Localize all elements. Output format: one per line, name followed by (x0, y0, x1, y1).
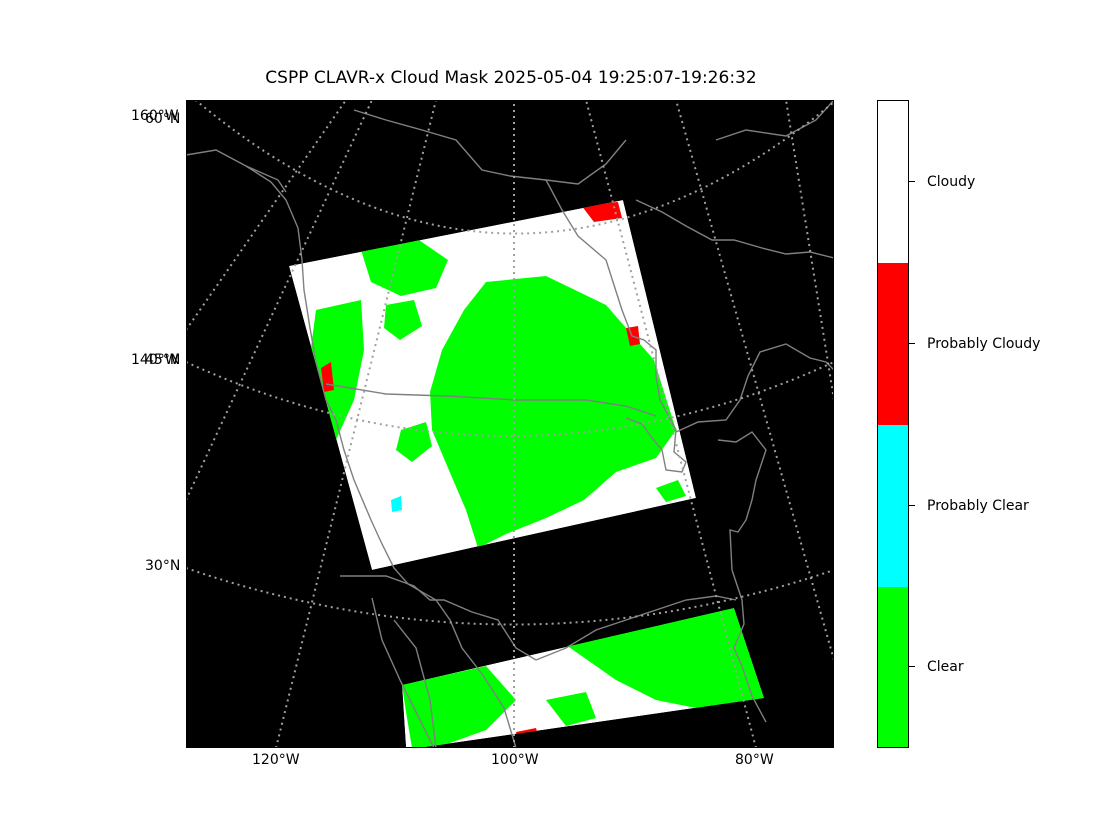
coastlines (186, 100, 834, 748)
clear-region-main (430, 276, 676, 548)
colorbar (877, 100, 909, 748)
colorbar-probably-clear (878, 425, 908, 587)
colorbar-probably-cloudy (878, 263, 908, 425)
colorbar-tick (909, 505, 915, 506)
colorbar-tick (909, 181, 915, 182)
clear-region-northwest (361, 238, 448, 296)
colorbar-cloudy (878, 101, 908, 263)
lat-label-140w: 140°W (131, 352, 179, 368)
colorbar-label-probably-cloudy: Probably Cloudy (927, 336, 1041, 352)
lat-label-160w: 160°W (131, 108, 179, 124)
lat-label-60n: 60°N (145, 111, 181, 127)
cloud-mask-map (186, 100, 834, 748)
colorbar-label-clear: Clear (927, 659, 964, 675)
lon-label-80w: 80°W (735, 752, 774, 768)
colorbar-label-cloudy: Cloudy (927, 174, 976, 190)
colorbar-label-probably-clear: Probably Clear (927, 498, 1029, 514)
clear-region-south-west (402, 666, 516, 748)
swath-north (289, 200, 696, 570)
lat-label-45n: 45°N (145, 352, 181, 368)
lat-label-30n: 30°N (145, 558, 181, 574)
colorbar-clear (878, 587, 908, 747)
lon-label-120w: 120°W (252, 752, 300, 768)
colorbar-tick (909, 343, 915, 344)
graticule (186, 100, 834, 748)
colorbar-tick (909, 666, 915, 667)
lon-label-100w: 100°W (491, 752, 539, 768)
map-title: CSPP CLAVR-x Cloud Mask 2025-05-04 19:25… (265, 68, 757, 88)
